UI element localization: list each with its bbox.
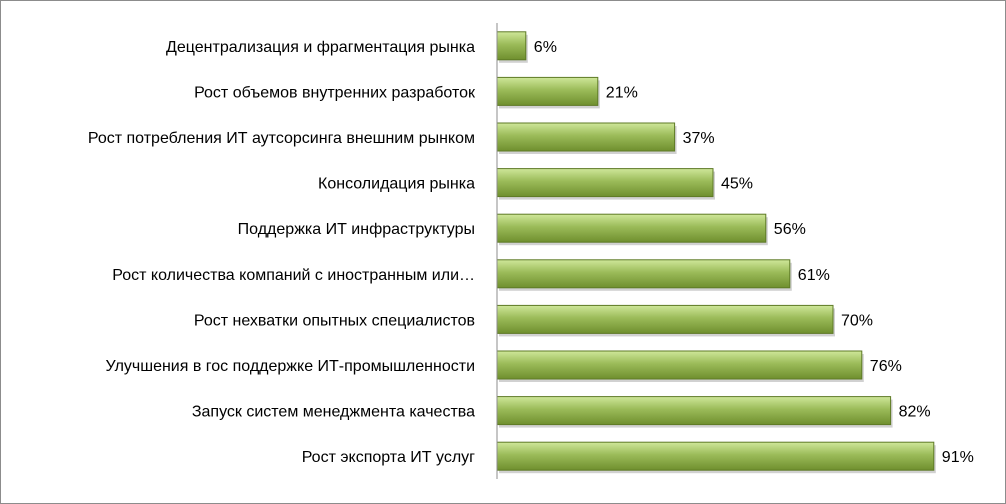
category-label: Консолидация рынка bbox=[318, 176, 475, 193]
value-label: 82% bbox=[899, 404, 931, 421]
bars-layer: Децентрализация и фрагментация рынка 6% Ро… bbox=[88, 31, 974, 474]
category-label: Рост количества компаний с иностранным и… bbox=[112, 267, 475, 284]
bar bbox=[496, 76, 599, 106]
bar bbox=[496, 441, 935, 471]
bar bbox=[496, 259, 791, 289]
bar bbox=[496, 350, 863, 380]
value-label: 76% bbox=[870, 358, 902, 375]
bar bbox=[496, 304, 834, 334]
category-label: Поддержка ИТ инфраструктуры bbox=[238, 221, 475, 238]
bar bbox=[496, 168, 714, 198]
category-label: Запуск систем менеджмента качества bbox=[192, 404, 475, 421]
category-label: Улучшения в гос поддержке ИТ-промышленно… bbox=[105, 358, 475, 375]
category-label: Децентрализация и фрагментация рынка bbox=[166, 39, 475, 56]
category-label: Рост нехватки опытных специалистов bbox=[194, 312, 475, 329]
value-label: 56% bbox=[774, 221, 806, 238]
category-label: Рост экспорта ИТ услуг bbox=[302, 449, 475, 466]
value-label: 37% bbox=[683, 130, 715, 147]
value-label: 6% bbox=[534, 39, 557, 56]
value-label: 91% bbox=[942, 449, 974, 466]
value-label: 61% bbox=[798, 267, 830, 284]
bar bbox=[496, 31, 527, 61]
bar bbox=[496, 213, 767, 243]
bar bbox=[496, 122, 676, 152]
category-label: Рост объемов внутренних разработок bbox=[194, 84, 476, 101]
bar bbox=[496, 396, 892, 426]
value-label: 70% bbox=[841, 312, 873, 329]
category-label: Рост потребления ИТ аутсорсинга внешним … bbox=[88, 130, 475, 147]
value-label: 45% bbox=[721, 176, 753, 193]
value-label: 21% bbox=[606, 84, 638, 101]
